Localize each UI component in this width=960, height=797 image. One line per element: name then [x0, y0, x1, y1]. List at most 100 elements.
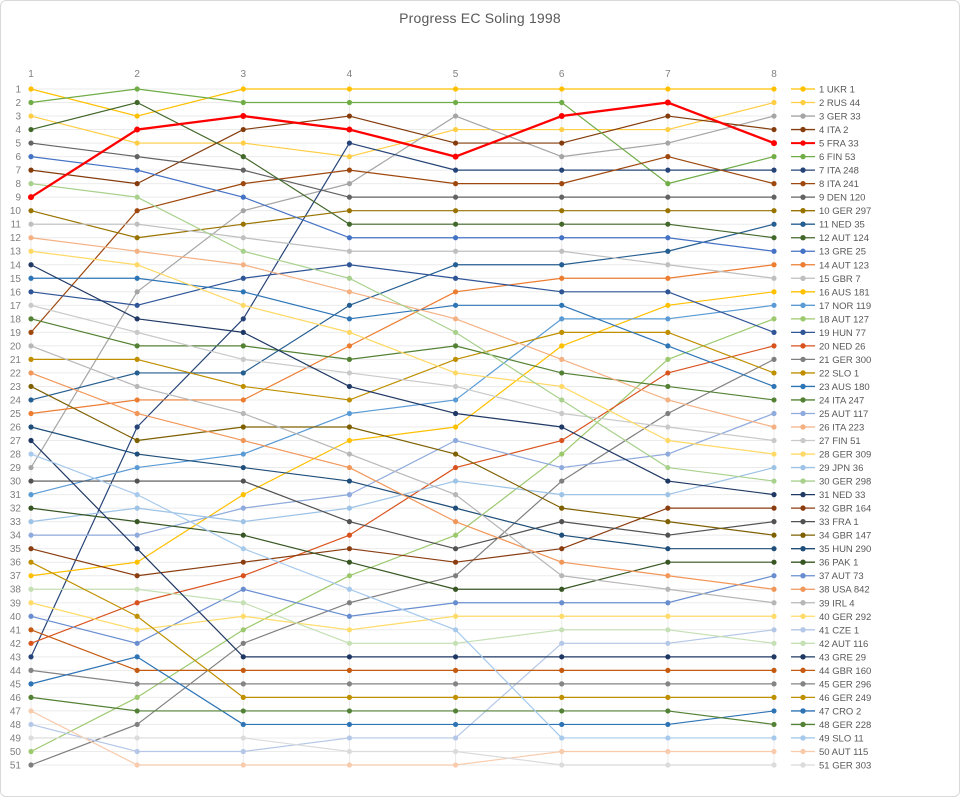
legend-marker-dot [800, 721, 806, 728]
legend-marker-dot [800, 383, 806, 390]
series-marker [346, 194, 353, 200]
legend-marker-dot [800, 153, 806, 160]
legend-item: 24 ITA 247 [791, 395, 864, 406]
legend-marker-dot [800, 694, 806, 701]
legend-item: 39 IRL 4 [791, 598, 855, 609]
series-marker [452, 505, 459, 511]
series-line-13-GRE-25 [30, 156, 775, 252]
series-marker [134, 167, 140, 173]
series-marker [134, 99, 140, 106]
chart-title: Progress EC Soling 1998 [399, 10, 561, 26]
legend-item: 4 ITA 2 [791, 125, 848, 136]
legend-marker-dot [800, 113, 806, 119]
series-marker [240, 262, 246, 268]
series-marker [28, 126, 34, 133]
series-line-40-GER-292 [30, 602, 774, 631]
series-line-3-GER-33 [30, 115, 775, 468]
legend-label: 18 AUT 127 [819, 314, 869, 325]
series-line-11-NED-35 [30, 223, 775, 401]
series-marker [665, 451, 671, 457]
series-marker [134, 748, 140, 755]
series-marker [346, 654, 353, 660]
series-marker [665, 221, 671, 227]
legend-marker-dot [800, 681, 806, 687]
series-marker [452, 437, 459, 444]
legend-marker-dot [800, 126, 806, 133]
legend-label: 29 JPN 36 [819, 463, 863, 474]
legend-label: 37 AUT 73 [819, 571, 864, 582]
series-marker [665, 437, 671, 444]
legend-marker-dot [800, 370, 806, 376]
series-marker [559, 573, 565, 579]
legend-marker-dot [800, 410, 806, 417]
y-axis-tick-label: 28 [10, 450, 22, 461]
series-marker [134, 708, 140, 714]
series-marker [346, 586, 353, 592]
legend-label: 21 GER 300 [819, 355, 871, 366]
series-marker [452, 248, 459, 254]
series-marker [28, 235, 34, 241]
series-marker [559, 410, 565, 417]
series-marker [559, 343, 565, 349]
series-marker [240, 113, 247, 120]
series-marker [134, 762, 140, 768]
legend-marker-dot [800, 654, 806, 660]
legend-label: 15 GBR 7 [819, 274, 861, 285]
legend-item: 27 FIN 51 [791, 436, 861, 447]
legend-item: 10 GER 297 [791, 206, 871, 217]
legend-label: 48 GER 228 [819, 720, 871, 731]
series-marker [240, 627, 246, 633]
series-marker [559, 600, 565, 606]
series-marker [771, 86, 777, 92]
y-axis-tick-label: 47 [10, 706, 22, 717]
legend-marker-dot [800, 532, 806, 538]
legend-label: 43 GRE 29 [819, 652, 866, 663]
series-line-50-AUT-115 [30, 710, 774, 766]
series-marker [134, 464, 140, 471]
series-marker [346, 748, 353, 755]
series-marker [28, 289, 34, 295]
legend-marker-dot [800, 613, 806, 619]
series-line-33-FRA-1 [31, 480, 775, 550]
x-axis-tick-label: 2 [134, 69, 140, 80]
series-marker [346, 681, 353, 687]
legend-label: 49 SLO 11 [819, 733, 864, 744]
series-marker [28, 613, 34, 619]
y-axis-tick-label: 43 [10, 652, 22, 663]
series-marker [134, 505, 140, 511]
series-marker [134, 627, 140, 633]
series-line-38-USA-842 [30, 372, 775, 590]
series-marker [240, 410, 246, 417]
series-marker [134, 248, 140, 254]
series-marker [771, 126, 777, 133]
legend-label: 8 ITA 241 [819, 179, 859, 190]
series-marker [771, 721, 777, 728]
series-marker [665, 762, 671, 768]
series-marker [559, 681, 565, 687]
series-marker [346, 126, 353, 133]
series-marker [452, 383, 459, 390]
series-marker [346, 519, 353, 525]
legend-item: 18 AUT 127 [791, 314, 869, 325]
series-marker [771, 356, 777, 362]
series-marker [346, 546, 353, 552]
series-marker [771, 181, 777, 187]
legend-label: 44 GBR 160 [819, 666, 871, 677]
series-marker [134, 573, 140, 579]
series-marker [28, 410, 34, 417]
series-marker [559, 194, 565, 200]
legend-item: 35 HUN 290 [791, 544, 871, 555]
legend-marker-dot [800, 478, 806, 484]
series-marker [240, 289, 246, 295]
series-marker [559, 667, 565, 673]
series-marker [346, 140, 353, 146]
y-axis-tick-label: 22 [10, 368, 22, 379]
legend-item: 31 NED 33 [791, 490, 865, 501]
series-marker [240, 154, 246, 160]
series-marker [452, 289, 459, 295]
series-marker [346, 167, 353, 173]
series-marker [771, 586, 777, 592]
y-axis-tick-label: 26 [10, 423, 22, 434]
series-marker [665, 681, 671, 687]
series-marker [665, 640, 671, 646]
